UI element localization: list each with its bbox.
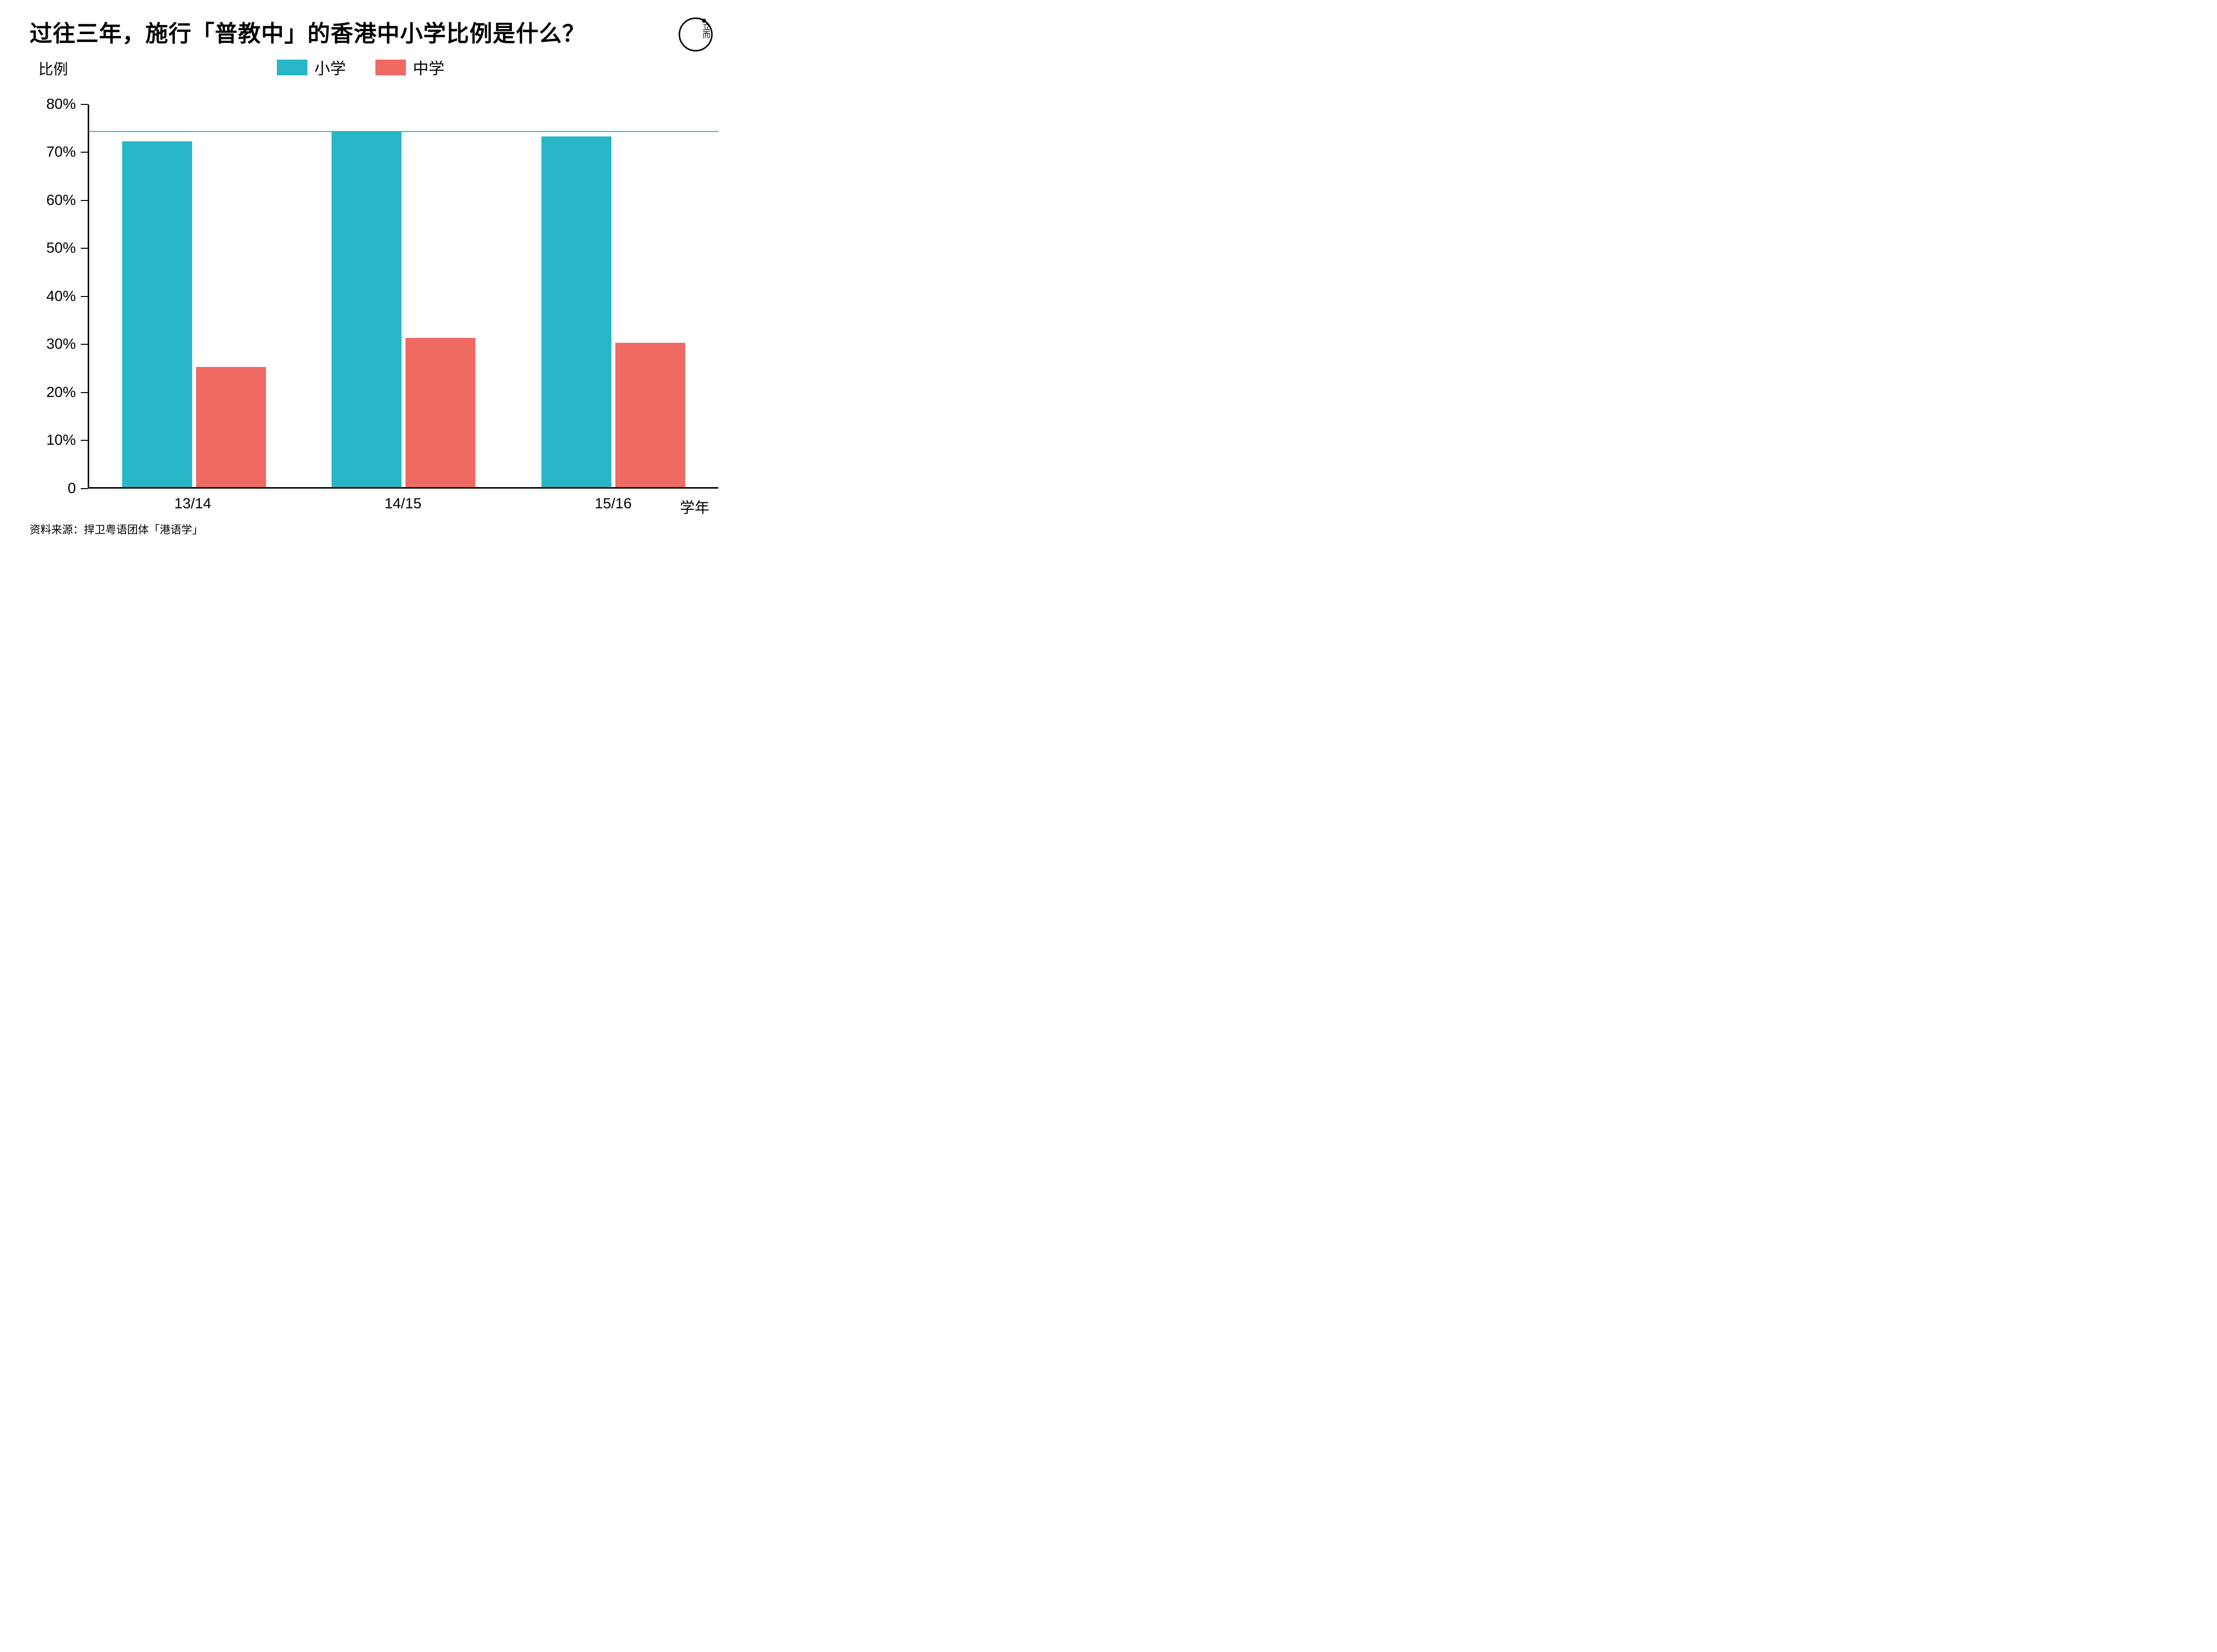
y-tick: 70% <box>46 144 76 161</box>
bar <box>405 338 475 487</box>
legend: 小学 中学 <box>277 56 444 79</box>
legend-label: 中学 <box>413 56 444 79</box>
bar-group <box>332 132 475 487</box>
y-tick: 50% <box>46 240 76 257</box>
bar <box>541 136 611 487</box>
y-tick: 0 <box>67 480 76 497</box>
plot-area <box>88 104 718 489</box>
chart-title: 过往三年，施行「普教中」的香港中小学比例是什么？ <box>30 20 709 48</box>
y-tick: 10% <box>46 432 76 449</box>
x-axis-label: 学年 <box>680 496 709 517</box>
svg-text:而: 而 <box>703 31 710 39</box>
bar-group <box>122 141 266 487</box>
bar <box>332 132 402 487</box>
chart-page: 过往三年，施行「普教中」的香港中小学比例是什么？ 立 而 比例 小学中学 010… <box>0 0 739 551</box>
legend-item: 小学 <box>277 56 346 79</box>
bar <box>122 141 192 487</box>
legend-swatch <box>277 60 307 75</box>
bar-group <box>541 136 685 487</box>
y-tick: 60% <box>46 192 76 209</box>
x-tick: 14/15 <box>331 496 475 512</box>
bar-groups <box>89 104 718 487</box>
bar <box>615 343 685 487</box>
source-label: 资料来源：捍卫粤语团体「港语学」 <box>30 521 203 537</box>
y-ticks: 010%20%30%40%50%60%70%80% <box>30 104 88 489</box>
y-tick: 30% <box>46 336 76 353</box>
bar <box>196 367 266 487</box>
y-tick: 20% <box>46 384 76 401</box>
publisher-logo-icon: 立 而 <box>677 16 714 56</box>
x-tick: 13/14 <box>121 496 265 512</box>
x-ticks: 13/14 14/15 15/16 <box>88 496 718 512</box>
legend-label: 小学 <box>314 56 346 79</box>
y-tick: 80% <box>46 96 76 113</box>
svg-text:立: 立 <box>703 23 710 32</box>
x-tick: 15/16 <box>541 496 685 512</box>
legend-item: 中学 <box>375 56 444 79</box>
plot: 0 10% 20% 30% 40% 50% 60% 70% 80% 13/14 14/15 15/1… <box>30 79 718 519</box>
chart-container: 比例 小学中学 010%20%30%40%50%60%70%80% 13/141… <box>30 57 709 519</box>
legend-swatch <box>375 60 406 75</box>
y-tick: 40% <box>46 288 76 305</box>
